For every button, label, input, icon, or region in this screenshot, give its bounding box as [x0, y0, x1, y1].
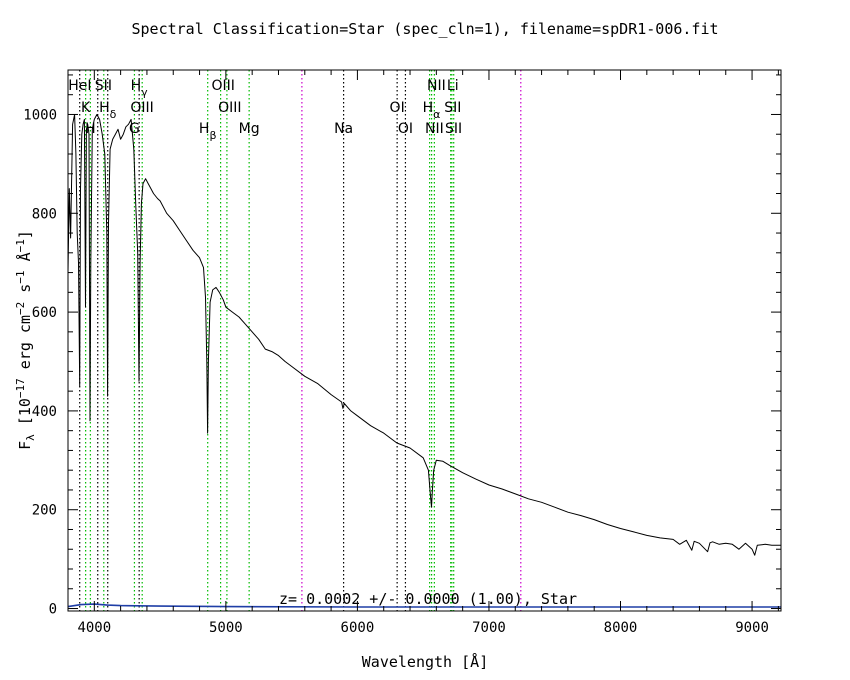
- line-label-14: G: [129, 121, 140, 137]
- y-tick-label: 1000: [23, 107, 57, 123]
- y-axis-label: Fλ [10−17 erg cm−2 s−1 Å−1]: [14, 230, 37, 450]
- line-label-13: H: [85, 121, 96, 137]
- series-line-1: [67, 603, 781, 608]
- line-label-2: Hγ: [131, 78, 149, 99]
- x-tick-label: 6000: [341, 620, 375, 636]
- x-tick-label: 8000: [604, 620, 638, 636]
- x-tick-label: 7000: [472, 620, 506, 636]
- line-label-5: Li: [447, 78, 459, 94]
- y-tick-label: 600: [32, 305, 57, 321]
- line-label-0: HeI: [68, 78, 91, 94]
- redshift-annotation: z= 0.0002 +/- 0.0000 (1.00), Star: [279, 590, 577, 608]
- line-label-4: NII: [427, 78, 446, 94]
- y-tick-label: 200: [32, 503, 57, 519]
- line-label-12: SII: [444, 100, 461, 116]
- line-label-15: Hβ: [199, 121, 217, 142]
- line-label-6: K: [81, 100, 91, 116]
- y-tick-label: 800: [32, 206, 57, 222]
- y-axis-ticks: 0 200 400 600 800 1000: [23, 74, 781, 618]
- line-label-3: OIII: [212, 78, 235, 94]
- line-label-7: Hδ: [99, 100, 117, 121]
- line-label-20: SII: [445, 121, 462, 137]
- chart-title: Spectral Classification=Star (spec_cln=1…: [132, 20, 719, 38]
- x-tick-label: 5000: [209, 620, 243, 636]
- line-label-9: OIII: [218, 100, 241, 116]
- line-label-11: Hα: [423, 100, 441, 121]
- y-tick-label: 0: [49, 602, 57, 618]
- line-label-10: OI: [390, 100, 405, 116]
- y-tick-label: 400: [32, 404, 57, 420]
- line-label-1: SII: [95, 78, 112, 94]
- x-axis-ticks: 4000 5000 6000 7000 8000 9000: [67, 70, 779, 636]
- line-label-16: Mg: [239, 121, 260, 137]
- x-tick-label: 4000: [77, 620, 111, 636]
- x-tick-label: 9000: [735, 620, 769, 636]
- series-line-0: [67, 114, 781, 556]
- line-label-17: Na: [334, 121, 353, 137]
- line-label-19: NII: [425, 121, 444, 137]
- plot-frame: [67, 69, 782, 612]
- series-group: [67, 114, 781, 608]
- x-axis-label: Wavelength [Å]: [362, 652, 488, 671]
- line-label-18: OI: [398, 121, 413, 137]
- line-markers: [79, 70, 522, 611]
- line-label-8: OIII: [130, 100, 153, 116]
